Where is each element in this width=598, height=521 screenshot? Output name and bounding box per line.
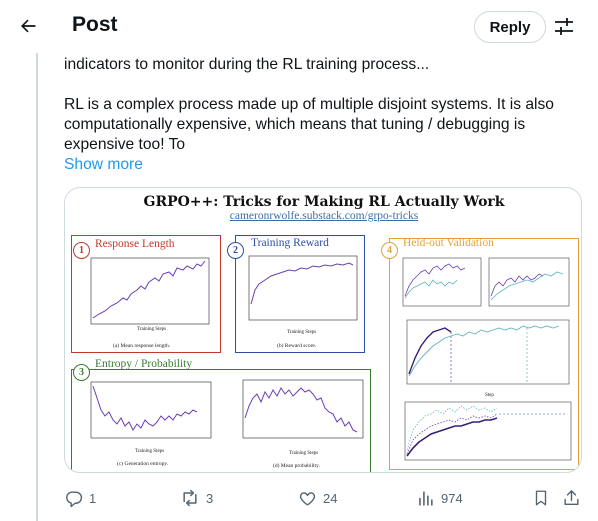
panel-training-reward xyxy=(235,235,365,353)
probability-plot xyxy=(242,379,364,439)
analytics-icon xyxy=(419,490,433,506)
panel-3-caption-a: (c) Generation entropy. xyxy=(117,461,169,467)
reply-action[interactable]: 1 xyxy=(64,486,96,510)
share-icon xyxy=(564,490,579,506)
panel-3-xlabel-b: Training Steps xyxy=(289,451,319,456)
show-more-link[interactable]: Show more xyxy=(64,156,143,173)
training-reward-plot xyxy=(248,255,358,321)
like-action[interactable]: 24 xyxy=(298,486,337,510)
panel-3-title: Entropy / Probability xyxy=(95,358,193,370)
back-button[interactable] xyxy=(16,14,40,38)
arrow-left-icon xyxy=(21,19,36,33)
validation-plot-top-right xyxy=(488,257,570,307)
panel-4-badge: 4 xyxy=(381,242,398,259)
post-paragraph-2: RL is a complex process made up of multi… xyxy=(64,96,554,153)
validation-plot-middle xyxy=(406,319,570,385)
panel-2-title: Training Reward xyxy=(251,237,329,249)
panel-1-caption: (a) Mean response length. xyxy=(113,343,171,349)
action-bar: 1 3 24 974 xyxy=(64,486,584,510)
panel-1-xlabel: Training Steps xyxy=(137,327,167,332)
sliders-icon xyxy=(555,18,573,35)
panel-2-caption: (b) Reward score. xyxy=(277,343,317,349)
post-text: indicators to monitor during the RL trai… xyxy=(64,53,584,175)
entropy-plot xyxy=(90,381,212,439)
response-length-plot xyxy=(90,257,210,325)
panel-3-xlabel-a: Training Steps xyxy=(135,449,165,454)
panel-2-badge: 2 xyxy=(227,242,244,259)
bookmark-action[interactable] xyxy=(532,486,550,510)
repost-icon xyxy=(183,489,197,507)
panel-3-badge: 3 xyxy=(73,364,90,381)
panel-4-title: Held-out Validation xyxy=(403,237,494,249)
panel-4-xlabel: Step xyxy=(485,393,494,398)
repost-action[interactable]: 3 xyxy=(180,486,213,510)
share-action[interactable] xyxy=(562,486,581,510)
like-count: 24 xyxy=(323,490,338,506)
image-link: cameronrwolfe.substack.com/grpo-tricks xyxy=(229,210,419,222)
reply-button[interactable]: Reply xyxy=(474,11,546,43)
views-action[interactable]: 974 xyxy=(416,486,463,510)
panel-entropy-probability xyxy=(71,369,371,472)
image-title: GRPO++: Tricks for Making RL Actually Wo… xyxy=(143,194,505,210)
top-bar: Post Reply xyxy=(0,0,598,53)
validation-plot-bottom xyxy=(404,401,572,461)
validation-plot-top-left xyxy=(402,257,482,307)
reply-count: 1 xyxy=(89,490,97,506)
post-image[interactable]: GRPO++: Tricks for Making RL Actually Wo… xyxy=(64,187,582,473)
repost-count: 3 xyxy=(206,490,214,506)
post-line-1: indicators to monitor during the RL trai… xyxy=(64,56,430,73)
tune-button[interactable] xyxy=(553,16,575,38)
page-title: Post xyxy=(72,13,118,36)
panel-2-xlabel: Training Steps xyxy=(287,330,317,335)
panel-response-length xyxy=(71,235,221,353)
bookmark-icon xyxy=(535,490,547,506)
panel-1-title: Response Length xyxy=(95,238,175,250)
panel-1-badge: 1 xyxy=(73,242,90,259)
thread-line xyxy=(36,53,38,521)
heart-icon xyxy=(299,491,316,506)
panel-3-caption-b: (d) Mean probability. xyxy=(273,463,320,469)
view-count: 974 xyxy=(441,490,463,506)
comment-icon xyxy=(66,490,83,507)
panel-held-out-validation xyxy=(389,238,579,470)
